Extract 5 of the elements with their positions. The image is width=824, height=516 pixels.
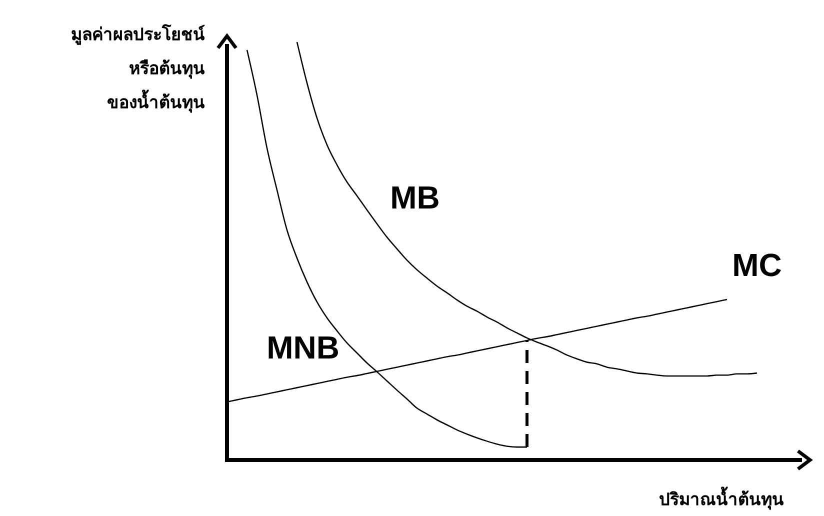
x-axis-title: ปริมาณน้ำต้นทุน [659,486,784,510]
series-label: MNB [266,329,340,366]
series-label: MB [390,180,440,216]
y-axis-title: มูลค่าผลประโยชน์ หรือต้นทุน ของน้ำต้นทุน [71,24,205,113]
series-label: MC [732,246,782,283]
